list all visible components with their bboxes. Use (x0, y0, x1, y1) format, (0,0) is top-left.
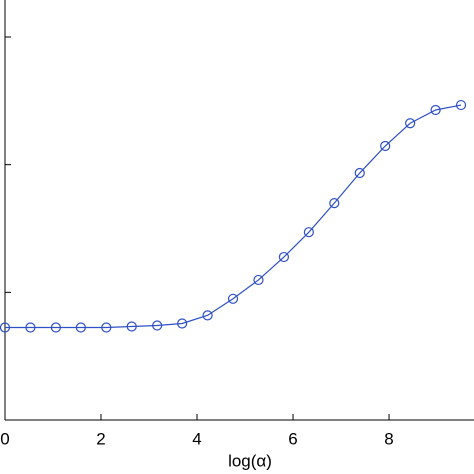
marker (0, 322, 11, 333)
marker (430, 104, 441, 116)
marker (152, 320, 163, 331)
x-tick-label: 4 (192, 429, 201, 448)
marker (75, 322, 86, 333)
x-tick-label: 6 (288, 429, 297, 448)
marker (25, 322, 36, 333)
marker (101, 322, 112, 333)
marker (126, 321, 137, 332)
marker (177, 318, 188, 329)
x-axis-label: log(α) (228, 451, 272, 470)
marker (354, 167, 365, 179)
x-tick-label: 0 (0, 429, 9, 448)
marker (380, 140, 391, 152)
marker (278, 251, 290, 263)
marker (405, 118, 416, 129)
marker (227, 293, 239, 304)
marker (50, 322, 61, 333)
marker (202, 310, 213, 321)
x-tick-label: 2 (96, 429, 105, 448)
line (5, 104, 462, 329)
x-tick-label: 8 (384, 429, 393, 448)
marker (329, 197, 340, 209)
marker (253, 274, 264, 286)
marker (455, 99, 467, 111)
marker (303, 227, 314, 238)
